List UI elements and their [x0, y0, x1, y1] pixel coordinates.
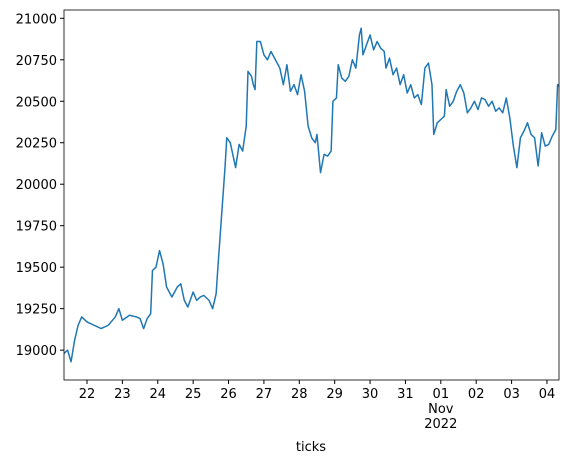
line [64, 27, 559, 363]
x-tick-label: 29 [326, 387, 343, 402]
x-tick-label: 25 [185, 387, 202, 402]
plot-frame [63, 9, 560, 381]
y-tick-label: 19000 [16, 344, 57, 359]
y-tick-label: 20750 [16, 54, 57, 69]
y-tick-label: 19500 [16, 261, 57, 276]
x-tick-label: 26 [220, 387, 237, 402]
x-tick-label: 31 [397, 387, 414, 402]
y-tick-label: 21000 [16, 12, 57, 27]
x-tick-label: 24 [149, 387, 166, 402]
x-axis-label: ticks [296, 440, 326, 455]
x-tick-label: 23 [114, 387, 131, 402]
x-tick-label: 27 [256, 387, 273, 402]
y-tick-label: 20500 [16, 95, 57, 110]
x-tick-label: 02 [468, 387, 485, 402]
x-tick-label: 03 [503, 387, 520, 402]
x-tick-label: 04 [539, 387, 556, 402]
x-tick-label: 01 Nov 2022 [424, 387, 457, 432]
y-tick-label: 19750 [16, 220, 57, 235]
y-tick-label: 20000 [16, 178, 57, 193]
x-tick-label: 30 [362, 387, 379, 402]
y-tick-label: 20250 [16, 137, 57, 152]
y-tick-label: 19250 [16, 303, 57, 318]
x-tick-label: 28 [291, 387, 308, 402]
x-tick-label: 22 [79, 387, 96, 402]
